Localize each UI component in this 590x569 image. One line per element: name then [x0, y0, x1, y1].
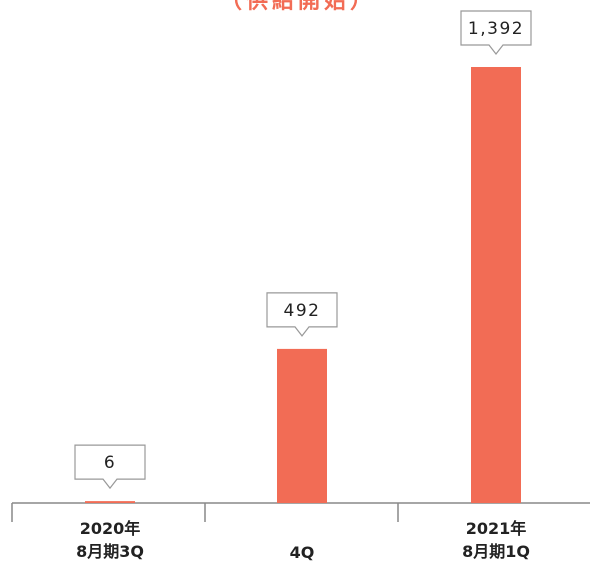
bar	[277, 348, 327, 503]
callout-box	[460, 10, 532, 55]
callout-box	[74, 444, 146, 490]
value-label: 492	[284, 301, 321, 321]
bar	[471, 67, 521, 503]
bar	[85, 501, 135, 503]
value-label: 6	[104, 453, 116, 473]
x-tick-label: 2020年 8月期3Q	[76, 519, 144, 561]
chart-title: （供給開始）	[220, 0, 376, 14]
value-label: 1,392	[468, 19, 524, 39]
x-tick-label: 4Q	[290, 543, 315, 562]
callout-box	[266, 292, 338, 337]
x-tick-label: 2021年 8月期1Q	[462, 519, 530, 561]
